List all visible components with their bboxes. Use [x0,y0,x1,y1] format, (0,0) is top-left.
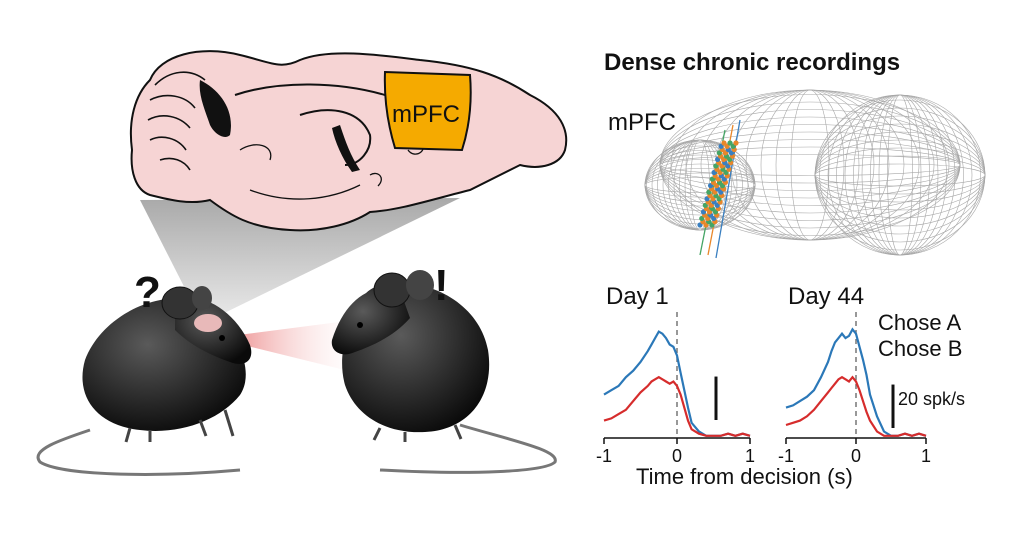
mesh-meridian [819,94,981,256]
fornix [332,125,360,172]
cerebellum-folds [147,71,206,171]
ventricle [199,80,231,137]
probe-shanks [697,119,741,259]
mouse-icon: ! [331,261,557,474]
x-tick-label: 1 [921,446,931,466]
zoom-cone [140,198,460,320]
series-line-chose-b [603,375,751,437]
mesh-parallel [814,131,986,219]
mesh-meridian [790,89,830,241]
mpfc-region-label: mPFC [392,101,460,128]
left-mouse-implant [194,314,222,332]
left-mouse-ear-back [192,286,212,310]
x-tick-label: -1 [778,446,794,466]
mpfc-region [383,70,472,152]
mesh-parallel [814,155,986,195]
right-mouse-tail [379,423,557,474]
chart-day-1: Day 1 -1 0 1 [596,283,755,466]
x-tick-label: 1 [745,446,755,466]
mesh-parallel [644,172,756,198]
left-mouse-ear [161,286,199,320]
scale-bar-label: 20 spk/s [898,389,965,409]
wireframe-brain-icon: mPFC [608,89,986,259]
mesh-parallel [644,141,756,229]
laser-beam [215,318,370,375]
mesh-meridian [878,94,922,256]
right-mouse-eye [357,322,363,328]
left-mouse-feet [124,409,235,443]
x-tick-label: 0 [851,446,861,466]
chart-title: Day 1 [606,283,669,310]
mesh-meridian [670,89,950,241]
mesh-parallel [659,124,961,206]
series-line-chose-b [785,375,927,437]
recording-site-dot [721,140,727,146]
mesh-parallel [659,94,961,236]
mesh-parallel [659,154,961,176]
recording-site-dot [727,140,733,146]
mpfc-mesh-label: mPFC [608,109,676,136]
exclamation-mark: ! [434,261,449,310]
x-axis-label: Time from decision (s) [636,464,853,489]
mesh-parallel [814,123,986,227]
mesh-meridian [775,89,845,241]
mesh-parallel [644,177,756,193]
mesh-parallel [814,99,986,251]
mesh-meridian [715,89,905,241]
legend-chose-a: Chose A [878,310,961,335]
legend-chose-b: Chose B [878,336,962,361]
mesh-meridian [646,139,754,231]
question-mark: ? [134,268,161,317]
right-mouse-ear-back [406,270,434,300]
mesh-parallel [814,163,986,187]
brain-mesh [644,89,986,256]
mesh-meridian [870,94,930,256]
midbrain-contour [249,184,361,200]
x-tick-label: -1 [596,446,612,466]
chart-title: Day 44 [788,283,864,310]
brain-sagittal-icon: mPFC [129,50,568,232]
recording-site-dot [733,140,739,146]
mouse-icon: ? [36,268,252,476]
mesh-meridian [887,94,913,256]
mesh-parallel [644,168,756,202]
hippocampus [299,109,372,166]
left-mouse-eye [219,335,225,341]
left-mouse-tail [36,428,241,476]
corpus-callosum [234,83,386,96]
chart-day-44: Day 44 -1 0 1 [778,283,931,466]
right-mouse-feet [372,424,463,442]
title: Dense chronic recordings [604,49,900,76]
right-mouse-ear [373,272,411,308]
x-tick-label: 0 [672,446,682,466]
